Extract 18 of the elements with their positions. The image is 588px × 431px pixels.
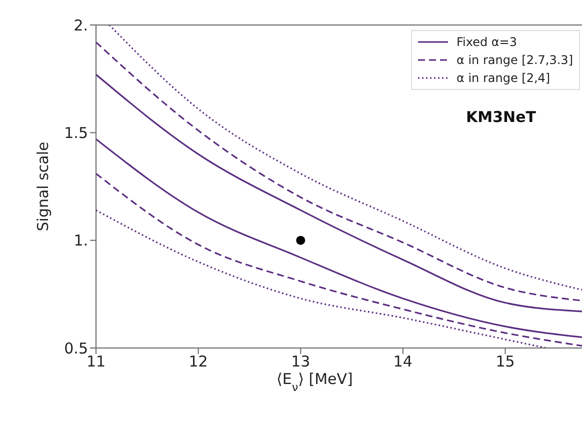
x-tick-label: 12 bbox=[188, 352, 208, 371]
legend-label: α in range [2.7,3.3] bbox=[456, 53, 573, 67]
legend-label: α in range [2,4] bbox=[456, 71, 550, 85]
x-tick-label: 14 bbox=[393, 352, 412, 371]
x-axis-title: ⟨E$_{ν}$⟩ [MeV] bbox=[276, 370, 353, 394]
x-tick-label: 11 bbox=[86, 352, 106, 371]
annotation: KM3NeT bbox=[466, 108, 536, 126]
line-series bbox=[96, 209, 547, 348]
x-tick-label: 15 bbox=[496, 352, 515, 371]
y-tick-label: 2. bbox=[74, 16, 88, 34]
x-tick-label: 13 bbox=[291, 352, 310, 371]
y-axis-title: Signal scale bbox=[34, 142, 52, 232]
y-tick-label: 0.5 bbox=[64, 339, 88, 358]
y-tick-label: 1.5 bbox=[64, 124, 88, 142]
line-series bbox=[96, 74, 582, 312]
y-tick-label: 1. bbox=[74, 232, 88, 250]
line-series bbox=[96, 138, 582, 338]
legend-label: Fixed α=3 bbox=[456, 35, 517, 49]
